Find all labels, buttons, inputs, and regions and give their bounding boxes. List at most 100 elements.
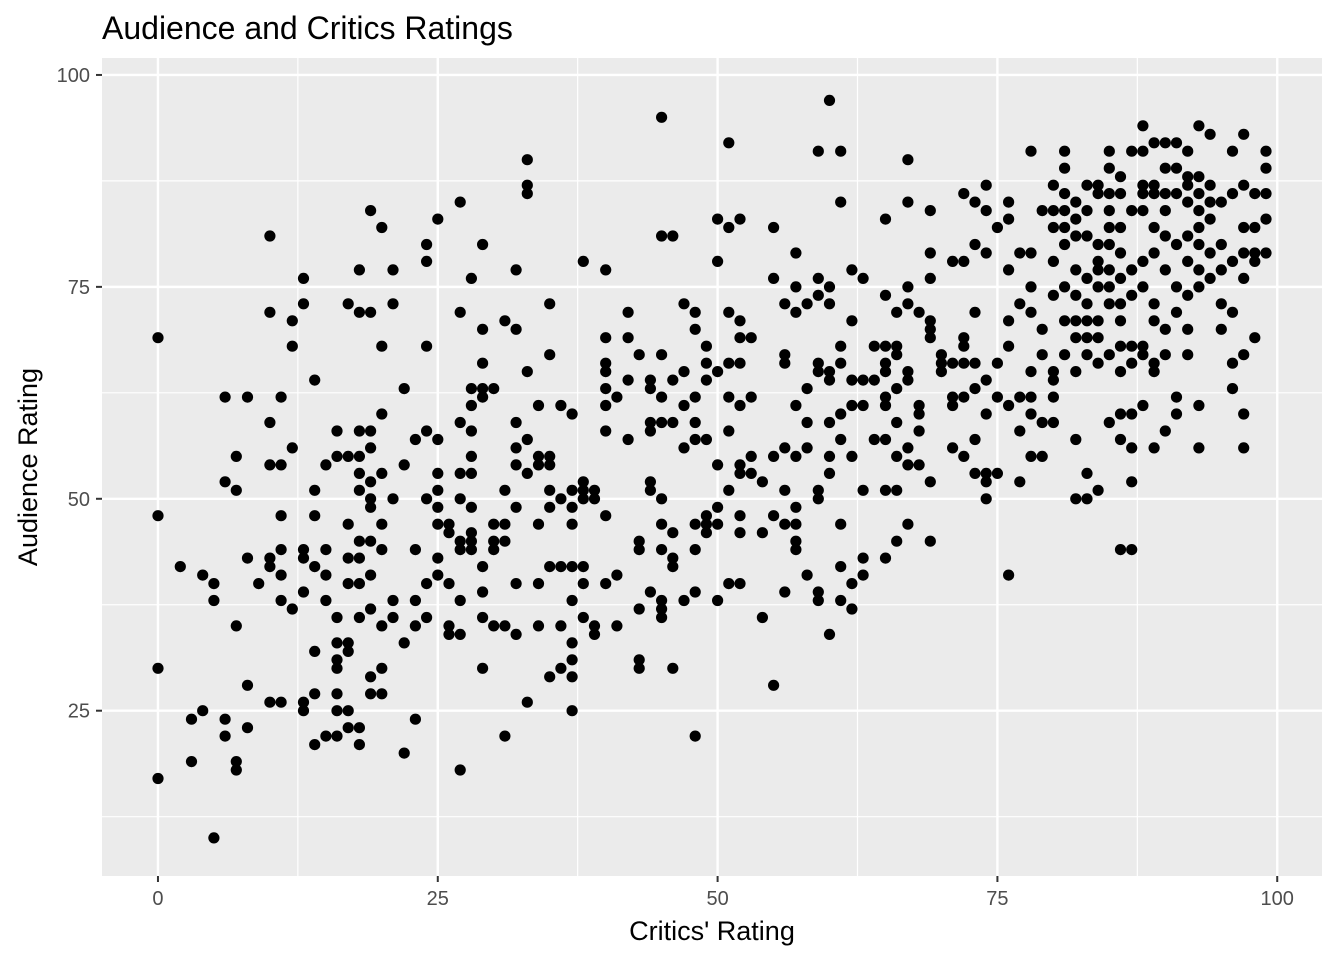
data-point (1025, 281, 1037, 293)
data-point (331, 637, 343, 649)
data-point (790, 544, 802, 556)
data-point (1070, 264, 1082, 276)
data-point (286, 603, 298, 615)
data-point (230, 450, 242, 462)
data-point (566, 671, 578, 683)
data-point (1159, 323, 1171, 335)
data-point (812, 484, 824, 496)
data-point (1226, 255, 1239, 267)
data-point (1070, 289, 1082, 301)
data-point (488, 383, 500, 395)
data-point (667, 552, 679, 564)
data-point (376, 467, 388, 479)
data-point (331, 450, 343, 462)
data-point (454, 416, 466, 429)
data-point (1126, 145, 1138, 157)
data-point (1103, 281, 1115, 293)
data-point (980, 247, 992, 259)
data-point (779, 349, 791, 361)
data-point (1137, 255, 1149, 267)
data-point (409, 433, 421, 446)
data-point (1148, 357, 1160, 369)
data-point (768, 450, 780, 462)
data-point (353, 264, 365, 276)
data-point (712, 213, 724, 225)
data-point (1204, 179, 1216, 191)
data-point (152, 662, 164, 674)
data-point (1114, 298, 1127, 310)
data-point (846, 315, 858, 327)
data-point (756, 611, 769, 624)
data-point (1260, 188, 1272, 200)
data-point (1092, 315, 1104, 327)
data-point (1204, 128, 1216, 140)
data-point (566, 654, 578, 666)
data-point (1092, 179, 1104, 191)
data-point (342, 705, 354, 717)
data-point (1126, 289, 1138, 301)
data-point (387, 493, 399, 505)
data-point (779, 484, 791, 496)
data-point (633, 662, 645, 674)
data-point (902, 442, 914, 454)
data-point (644, 374, 657, 386)
data-point (1260, 162, 1272, 174)
data-point (868, 433, 880, 446)
data-point (1114, 340, 1127, 352)
data-point (510, 578, 522, 590)
data-point (577, 578, 589, 590)
data-point (902, 281, 914, 293)
data-point (656, 518, 668, 530)
data-point (801, 442, 813, 454)
data-point (667, 230, 679, 242)
data-point (1047, 255, 1059, 267)
data-point (566, 561, 578, 573)
data-point (1193, 399, 1205, 412)
data-point (812, 357, 824, 369)
data-point (1025, 366, 1037, 378)
data-point (577, 493, 589, 505)
data-point (644, 425, 657, 437)
data-point (857, 552, 869, 564)
data-point (465, 425, 477, 437)
data-point (846, 450, 858, 462)
data-point (454, 306, 466, 318)
data-point (588, 484, 601, 496)
data-point (1103, 188, 1115, 200)
data-point (689, 518, 701, 530)
data-point (656, 416, 668, 429)
data-point (1059, 315, 1071, 327)
data-point (823, 374, 836, 386)
data-point (275, 569, 287, 581)
data-point (667, 374, 679, 386)
data-point (544, 298, 556, 310)
data-point (779, 442, 791, 454)
data-point (1059, 221, 1071, 234)
data-point (689, 391, 701, 403)
data-point (331, 705, 343, 717)
data-point (320, 569, 332, 581)
data-point (622, 332, 634, 344)
data-point (454, 544, 466, 556)
data-point (432, 552, 444, 564)
data-point (566, 637, 578, 649)
data-point (678, 298, 690, 310)
data-point (566, 594, 578, 607)
data-point (958, 391, 970, 403)
data-point (823, 94, 836, 106)
data-point (454, 467, 466, 479)
data-point (510, 459, 522, 471)
data-point (600, 357, 612, 369)
data-point (891, 416, 903, 429)
data-point (823, 281, 836, 293)
data-point (499, 535, 511, 547)
data-point (779, 586, 791, 598)
data-point (1204, 196, 1216, 208)
data-point (1059, 238, 1071, 251)
data-point (835, 518, 847, 530)
data-point (264, 459, 276, 471)
data-point (991, 357, 1004, 369)
x-axis-label: Critics' Rating (629, 916, 795, 946)
data-point (376, 408, 388, 420)
data-point (555, 662, 567, 674)
